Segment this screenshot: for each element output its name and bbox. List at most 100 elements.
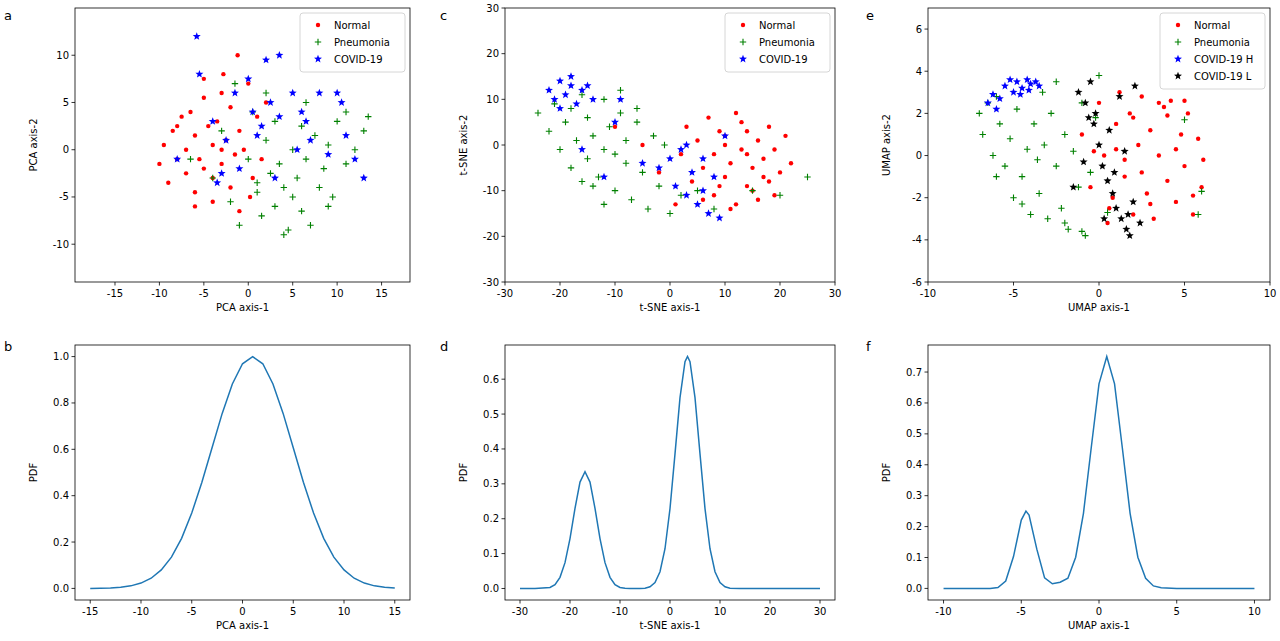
- x-tick-label: -30: [512, 606, 528, 617]
- point: [640, 143, 644, 147]
- y-tick: [72, 542, 76, 543]
- point: [267, 98, 275, 106]
- point: [1097, 101, 1101, 105]
- y-tick: [925, 71, 929, 72]
- legend-marker: [314, 55, 322, 63]
- point: [639, 169, 645, 175]
- x-tick: [242, 600, 243, 604]
- y-tick: [502, 53, 506, 54]
- point: [1018, 84, 1026, 92]
- point: [728, 161, 732, 165]
- point: [716, 214, 724, 222]
- point: [1100, 215, 1108, 223]
- x-tick: [114, 282, 115, 286]
- y-tick-label: 0.4: [53, 490, 69, 501]
- point: [1195, 211, 1201, 217]
- y-tick-label: 0.4: [483, 443, 499, 454]
- point: [595, 174, 601, 180]
- point: [634, 105, 640, 111]
- point: [1116, 92, 1124, 100]
- point: [976, 110, 982, 116]
- point: [1045, 216, 1051, 222]
- point: [804, 174, 810, 180]
- y-tick-label: 0: [916, 150, 922, 161]
- legend-marker: [739, 55, 747, 63]
- y-tick: [925, 495, 929, 496]
- y-axis-label: t-SNE axis-2: [458, 115, 469, 176]
- legend-marker: [1175, 39, 1181, 45]
- point: [1114, 147, 1118, 151]
- legend-marker: [315, 39, 321, 45]
- x-tick: [780, 282, 781, 286]
- point: [193, 133, 197, 137]
- y-tick: [502, 8, 506, 9]
- y-tick-label: 6: [916, 24, 922, 35]
- point: [281, 232, 287, 238]
- point: [1131, 212, 1135, 216]
- point: [1027, 211, 1033, 217]
- point: [264, 100, 268, 104]
- point: [723, 143, 727, 147]
- y-tick-label: 0: [63, 144, 69, 155]
- y-tick-label: 0.4: [906, 459, 922, 470]
- point: [228, 105, 232, 109]
- point: [601, 201, 607, 207]
- point: [745, 129, 749, 133]
- point: [275, 112, 283, 120]
- point: [306, 136, 314, 144]
- x-tick-label: 10: [1264, 288, 1277, 299]
- point: [1122, 174, 1126, 178]
- x-tick-label: 0: [239, 606, 245, 617]
- point: [1131, 115, 1135, 119]
- point: [237, 129, 241, 133]
- x-tick-label: -10: [607, 288, 623, 299]
- series: [535, 87, 811, 217]
- point: [601, 96, 607, 102]
- x-tick: [720, 600, 721, 604]
- point: [1148, 202, 1152, 206]
- point: [251, 176, 255, 180]
- point: [739, 120, 743, 124]
- point: [623, 137, 629, 143]
- y-tick: [72, 244, 76, 245]
- pdf-line: [90, 357, 395, 589]
- x-axis-label: UMAP axis-1: [1068, 302, 1130, 313]
- x-tick-label: 5: [290, 288, 296, 299]
- point: [222, 136, 230, 144]
- panel: d-30-20-1001020300.00.10.20.30.40.50.6t-…: [440, 339, 835, 631]
- legend-label: Pneumonia: [759, 37, 815, 48]
- point: [778, 170, 782, 174]
- point: [1196, 136, 1200, 140]
- point: [699, 155, 707, 163]
- point: [1157, 153, 1161, 157]
- point: [1082, 232, 1088, 238]
- x-tick: [520, 600, 521, 604]
- point: [750, 166, 754, 170]
- point: [578, 86, 586, 94]
- legend-label: Normal: [759, 20, 795, 31]
- point: [157, 162, 161, 166]
- y-tick-label: 0.3: [483, 478, 499, 489]
- point: [767, 125, 771, 129]
- point: [1182, 99, 1186, 103]
- point: [1035, 82, 1043, 90]
- y-tick-label: 0.1: [483, 548, 499, 559]
- x-tick-label: 30: [829, 288, 842, 299]
- point: [551, 101, 557, 107]
- legend-label: Pneumonia: [334, 37, 390, 48]
- plot-area: [90, 357, 395, 589]
- axes-frame: [75, 345, 410, 600]
- point: [551, 95, 559, 103]
- point: [343, 161, 349, 167]
- x-tick-label: -10: [151, 288, 167, 299]
- point: [1174, 200, 1178, 204]
- point: [1036, 190, 1042, 196]
- point: [1169, 99, 1173, 103]
- point: [562, 91, 570, 99]
- y-tick: [502, 483, 506, 484]
- point: [267, 170, 273, 176]
- point: [656, 183, 662, 189]
- y-tick-label: 20: [486, 48, 499, 59]
- legend: NormalPneumoniaCOVID-19: [725, 13, 830, 72]
- point: [365, 113, 371, 119]
